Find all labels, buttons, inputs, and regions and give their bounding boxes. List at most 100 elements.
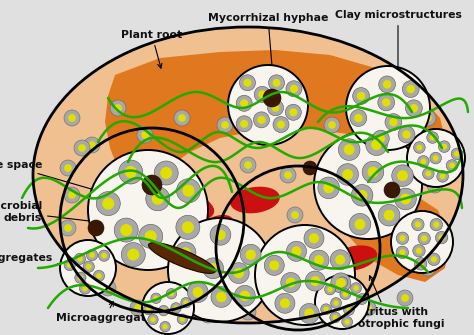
- Circle shape: [420, 260, 436, 276]
- Circle shape: [367, 166, 378, 178]
- Circle shape: [324, 314, 332, 322]
- Circle shape: [320, 160, 336, 176]
- Circle shape: [320, 310, 336, 326]
- Circle shape: [373, 130, 389, 147]
- Circle shape: [314, 131, 422, 239]
- Circle shape: [150, 317, 155, 322]
- Circle shape: [355, 219, 365, 230]
- Circle shape: [364, 191, 372, 199]
- Circle shape: [426, 171, 431, 177]
- Circle shape: [180, 317, 185, 322]
- Circle shape: [350, 110, 367, 126]
- Ellipse shape: [230, 187, 280, 213]
- Circle shape: [182, 185, 194, 197]
- Circle shape: [357, 92, 365, 100]
- Ellipse shape: [155, 242, 190, 262]
- Circle shape: [78, 275, 83, 280]
- Text: Mycorrhizal hyphae: Mycorrhizal hyphae: [208, 13, 328, 134]
- Circle shape: [359, 296, 365, 302]
- Circle shape: [360, 300, 376, 316]
- Circle shape: [391, 211, 453, 273]
- Circle shape: [366, 134, 387, 155]
- Circle shape: [74, 250, 90, 266]
- Ellipse shape: [33, 27, 463, 323]
- Circle shape: [321, 304, 331, 315]
- Circle shape: [378, 204, 400, 226]
- Circle shape: [168, 314, 176, 322]
- Circle shape: [284, 311, 292, 319]
- Circle shape: [379, 76, 395, 93]
- Circle shape: [80, 283, 91, 294]
- Circle shape: [430, 218, 443, 231]
- Circle shape: [182, 221, 194, 233]
- Circle shape: [74, 140, 90, 156]
- Polygon shape: [335, 188, 450, 282]
- Circle shape: [396, 246, 409, 259]
- Circle shape: [418, 232, 430, 245]
- Circle shape: [429, 135, 436, 140]
- Circle shape: [240, 304, 256, 320]
- Circle shape: [414, 258, 427, 270]
- Circle shape: [180, 247, 191, 258]
- Circle shape: [392, 165, 413, 187]
- Circle shape: [344, 144, 355, 155]
- Circle shape: [267, 100, 283, 116]
- Circle shape: [204, 311, 212, 319]
- Circle shape: [328, 121, 336, 129]
- Circle shape: [364, 304, 372, 312]
- Circle shape: [145, 230, 157, 242]
- Circle shape: [420, 110, 436, 126]
- Circle shape: [175, 242, 196, 263]
- Circle shape: [60, 220, 76, 236]
- Circle shape: [332, 315, 338, 320]
- Circle shape: [83, 261, 94, 272]
- Circle shape: [354, 114, 363, 122]
- Circle shape: [299, 304, 319, 324]
- Circle shape: [362, 161, 384, 183]
- Circle shape: [78, 144, 86, 152]
- Circle shape: [399, 249, 405, 256]
- Circle shape: [353, 285, 359, 291]
- Text: Microbial
debris: Microbial debris: [0, 201, 144, 229]
- Circle shape: [176, 215, 200, 239]
- Circle shape: [314, 255, 324, 265]
- Circle shape: [418, 261, 424, 267]
- Circle shape: [346, 66, 430, 150]
- Circle shape: [378, 94, 395, 111]
- Circle shape: [168, 218, 272, 322]
- Circle shape: [340, 280, 345, 285]
- Circle shape: [323, 307, 329, 312]
- Ellipse shape: [148, 243, 216, 273]
- Circle shape: [120, 224, 132, 236]
- Circle shape: [216, 292, 227, 302]
- Circle shape: [433, 221, 439, 228]
- Circle shape: [438, 141, 450, 152]
- Circle shape: [395, 188, 416, 210]
- Circle shape: [440, 174, 446, 179]
- Circle shape: [211, 286, 232, 308]
- Circle shape: [396, 232, 409, 245]
- Circle shape: [263, 89, 281, 107]
- Circle shape: [451, 148, 463, 160]
- Circle shape: [268, 75, 284, 91]
- Circle shape: [342, 317, 353, 327]
- Circle shape: [146, 187, 170, 211]
- Circle shape: [101, 253, 107, 259]
- Circle shape: [433, 155, 438, 161]
- Circle shape: [228, 65, 308, 145]
- Circle shape: [151, 293, 161, 304]
- Circle shape: [305, 271, 325, 291]
- Circle shape: [397, 170, 408, 181]
- Circle shape: [60, 160, 76, 176]
- Circle shape: [385, 114, 402, 131]
- Circle shape: [77, 256, 83, 262]
- Circle shape: [137, 127, 153, 143]
- Circle shape: [88, 220, 104, 236]
- Circle shape: [100, 280, 116, 296]
- Circle shape: [163, 324, 168, 329]
- Circle shape: [74, 253, 85, 264]
- Circle shape: [254, 86, 270, 102]
- Circle shape: [344, 305, 355, 315]
- Circle shape: [407, 129, 465, 187]
- Circle shape: [371, 139, 382, 150]
